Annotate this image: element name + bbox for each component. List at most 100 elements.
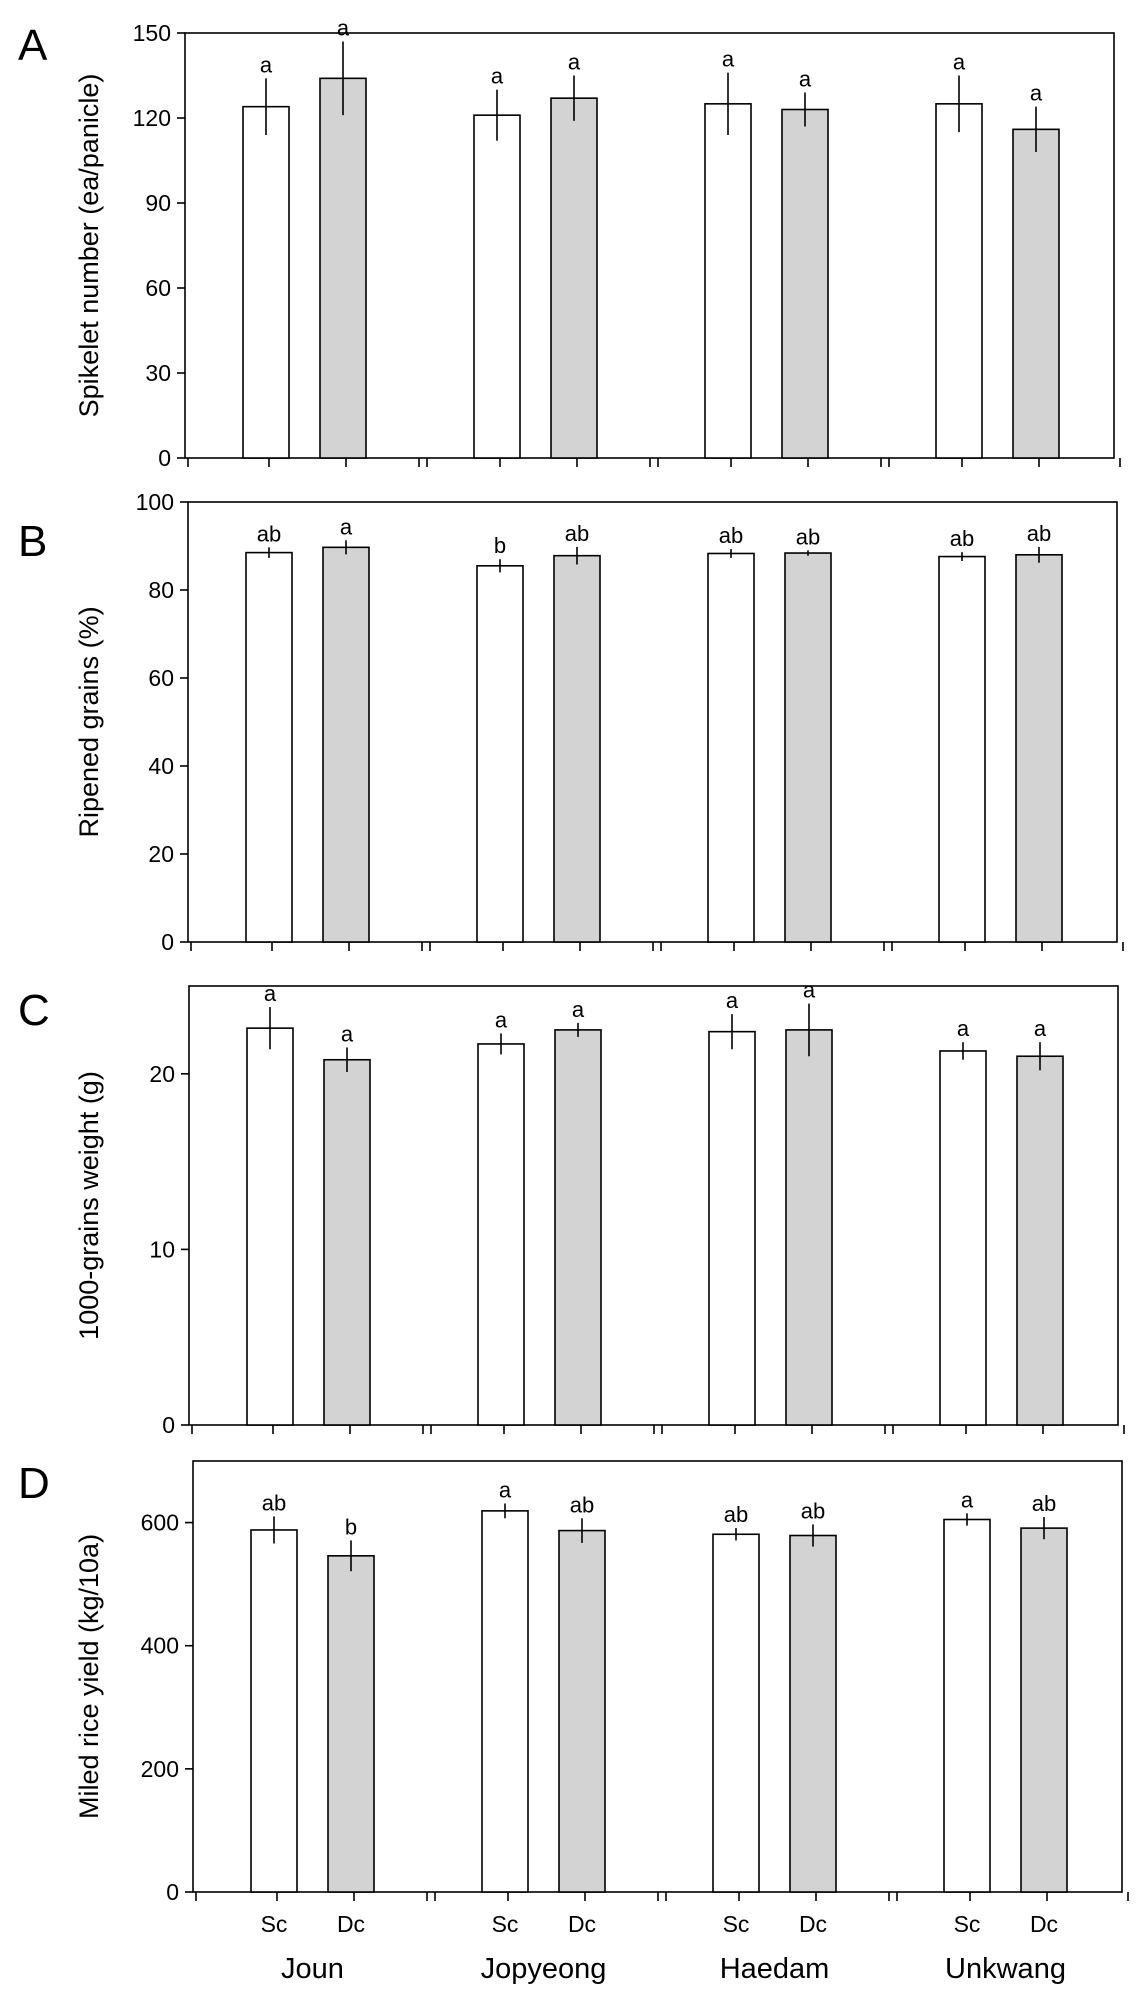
significance-letter: ab <box>1032 1491 1056 1516</box>
panel-letter: C <box>18 986 50 1035</box>
bar-sc <box>481 1510 529 1893</box>
y-tick-label: 60 <box>148 665 174 691</box>
bar-dc <box>554 1029 602 1426</box>
category-label: Jopyeong <box>481 1953 607 1985</box>
significance-letter: a <box>953 50 966 75</box>
y-tick-label: 100 <box>136 489 174 515</box>
y-tick-label: 10 <box>149 1236 175 1262</box>
treatment-label-dc: Dc <box>337 1911 365 1937</box>
treatment-label-sc: Sc <box>492 1911 519 1937</box>
significance-letter: ab <box>565 521 589 546</box>
significance-letter: a <box>495 1007 508 1032</box>
y-tick-label: 0 <box>162 1412 175 1438</box>
treatment-label-dc: Dc <box>799 1911 827 1937</box>
bar-sc <box>704 103 752 459</box>
treatment-label-sc: Sc <box>723 1911 750 1937</box>
y-tick-label: 90 <box>145 190 171 216</box>
bar-dc <box>781 108 829 459</box>
y-tick-label: 0 <box>161 929 174 955</box>
y-tick-label: 150 <box>133 20 171 46</box>
panel-c: 0 10 20 C 1000-grains weight (g) a a a a a a a a <box>18 978 1125 1438</box>
bar-dc <box>1020 1527 1068 1893</box>
bar-sc <box>708 1030 756 1426</box>
bar-dc <box>1015 553 1063 943</box>
significance-letter: ab <box>801 1498 825 1523</box>
bar-sc <box>707 552 755 943</box>
y-tick-label: 400 <box>141 1633 179 1659</box>
significance-letter: a <box>799 67 812 92</box>
significance-letter: ab <box>570 1492 594 1517</box>
panel-b: 0 20 40 60 80 100 B Ripened grains (%) ab b ab ab a a… <box>18 489 1124 955</box>
bar-sc <box>245 551 293 943</box>
y-tick-label: 20 <box>149 1061 175 1087</box>
y-tick-label: 20 <box>148 841 174 867</box>
bar-sc <box>476 564 524 943</box>
category-label: Haedam <box>720 1953 830 1985</box>
bar-dc <box>327 1555 375 1893</box>
significance-letter: ab <box>950 526 974 551</box>
significance-letter: a <box>1034 1016 1047 1041</box>
y-tick-label: 60 <box>145 275 171 301</box>
panel-letter: D <box>18 1459 50 1508</box>
bar-sc <box>712 1533 760 1893</box>
bar-dc <box>1012 128 1060 459</box>
bar-dc <box>553 554 601 943</box>
significance-letter: a <box>499 1477 512 1502</box>
significance-letter: a <box>341 1021 354 1046</box>
bar-sc <box>477 1043 525 1426</box>
bar-dc <box>784 552 832 943</box>
significance-letter: a <box>568 50 581 75</box>
bar-dc <box>323 1058 371 1426</box>
bar-dc <box>550 97 598 459</box>
bar-sc <box>242 105 290 459</box>
y-axis-label: Miled rice yield (kg/10a) <box>74 1534 104 1819</box>
significance-letter: a <box>957 1016 970 1041</box>
bar-sc <box>473 114 521 459</box>
panel-letter: A <box>18 21 48 70</box>
y-tick-label: 120 <box>133 105 171 131</box>
significance-letter: a <box>572 997 585 1022</box>
y-tick-label: 0 <box>166 1879 179 1905</box>
bar-dc <box>558 1529 606 1893</box>
y-tick-label: 0 <box>158 445 171 471</box>
significance-letter: b <box>494 533 506 558</box>
significance-letter: a <box>340 514 353 539</box>
significance-letter: ab <box>796 524 820 549</box>
significance-letter: ab <box>724 1502 748 1527</box>
treatment-label-sc: Sc <box>261 1911 288 1937</box>
treatment-label-dc: Dc <box>568 1911 596 1937</box>
bar-sc <box>939 1050 987 1426</box>
y-axis-label: Spikelet number (ea/panicle) <box>74 74 104 418</box>
significance-letter: a <box>260 52 273 77</box>
significance-letter: a <box>722 47 735 72</box>
bar-sc <box>250 1529 298 1893</box>
significance-letter: ab <box>257 521 281 546</box>
bar-dc <box>1016 1055 1064 1426</box>
significance-letter: ab <box>1027 521 1051 546</box>
category-label: Joun <box>281 1953 344 1985</box>
significance-letter: a <box>264 981 277 1006</box>
y-axis-label: Ripened grains (%) <box>74 606 104 837</box>
bar-sc <box>246 1027 294 1426</box>
bar-sc <box>938 555 986 943</box>
y-tick-label: 40 <box>148 753 174 779</box>
significance-letter: a <box>803 978 816 1003</box>
bar-dc <box>319 77 367 459</box>
y-tick-label: 30 <box>145 360 171 386</box>
treatment-label-sc: Sc <box>954 1911 981 1937</box>
y-tick-label: 80 <box>148 577 174 603</box>
significance-letter: ab <box>262 1490 286 1515</box>
significance-letter: a <box>337 16 350 41</box>
y-tick-label: 200 <box>141 1756 179 1782</box>
panel-a: 0 30 60 90 120 150 A Spikelet number (ea/panicl… <box>18 16 1121 471</box>
bar-dc <box>785 1029 833 1426</box>
significance-letter: ab <box>719 523 743 548</box>
category-label: Unkwang <box>945 1953 1066 1985</box>
significance-letter: a <box>726 988 739 1013</box>
treatment-label-dc: Dc <box>1030 1911 1058 1937</box>
bar-dc <box>789 1534 837 1893</box>
significance-letter: b <box>345 1514 357 1539</box>
y-axis-label: 1000-grains weight (g) <box>74 1071 104 1340</box>
